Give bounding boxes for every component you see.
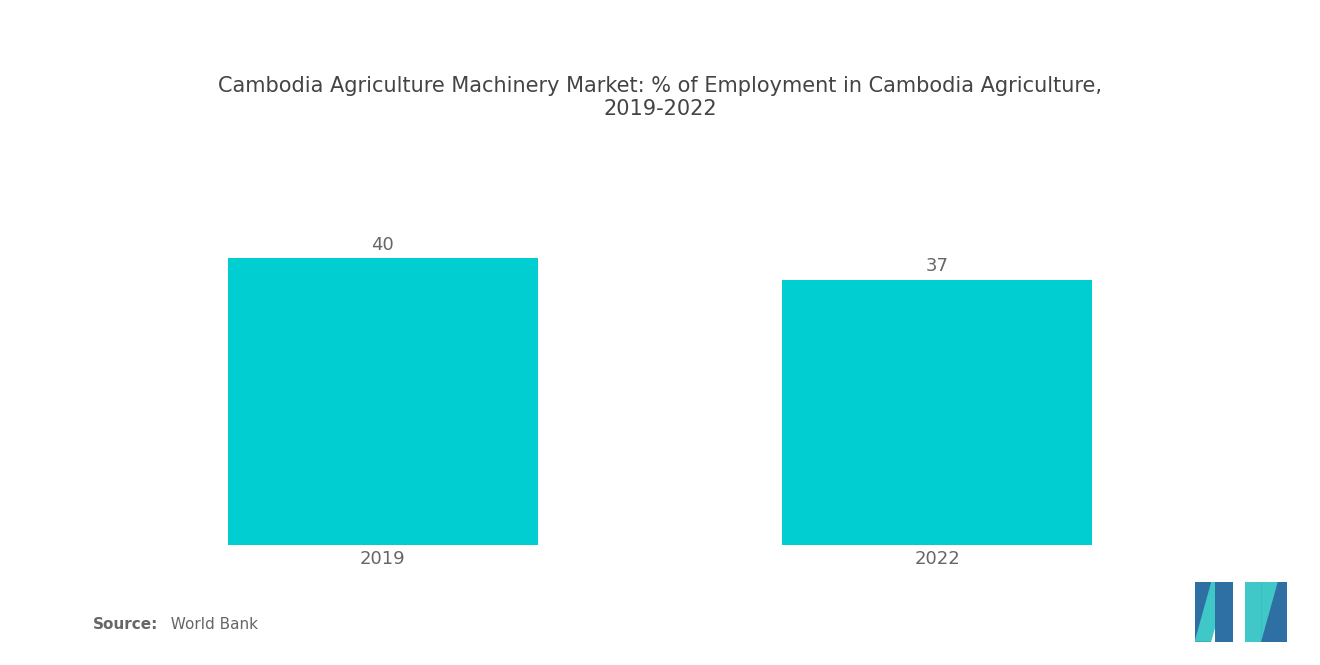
Polygon shape xyxy=(1261,582,1287,642)
Title: Cambodia Agriculture Machinery Market: % of Employment in Cambodia Agriculture,
: Cambodia Agriculture Machinery Market: %… xyxy=(218,76,1102,119)
Text: 40: 40 xyxy=(371,235,395,254)
Polygon shape xyxy=(1246,582,1261,642)
Bar xyxy=(781,279,1093,545)
Text: 37: 37 xyxy=(925,257,949,275)
Text: World Bank: World Bank xyxy=(161,616,257,632)
Text: Source:: Source: xyxy=(92,616,158,632)
Polygon shape xyxy=(1195,582,1228,642)
Polygon shape xyxy=(1261,582,1278,642)
Polygon shape xyxy=(1195,582,1212,642)
Polygon shape xyxy=(1214,582,1233,642)
Bar xyxy=(227,258,539,545)
